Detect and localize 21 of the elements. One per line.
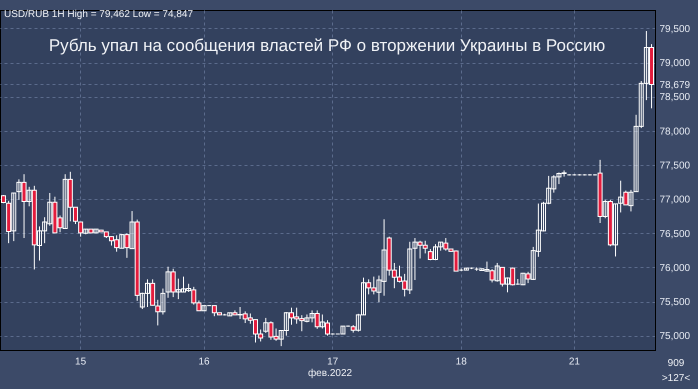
y-tick-label: 78,500 <box>660 92 691 104</box>
x-tick-label: 15 <box>75 356 87 368</box>
y-tick-label: 76,000 <box>660 262 691 274</box>
text: 909 <box>668 358 685 369</box>
chart-subtitle: USD/RUB 1H High = 79,462 Low = 74,847 <box>4 9 194 20</box>
x-tick-label: 18 <box>456 356 468 368</box>
y-tick-label: 78,679 <box>660 80 691 91</box>
x-tick-label: 16 <box>198 356 210 368</box>
y-tick-label: 79,000 <box>660 58 691 70</box>
y-tick-label: 78,000 <box>660 126 691 138</box>
y-tick-label: 75,000 <box>660 331 691 342</box>
y-tick-label: 76,500 <box>660 228 691 240</box>
text: Рубль упал на сообщения властей РФ о вторжении Украины в Россию <box>48 36 606 55</box>
x-tick-label: 17 <box>327 356 339 368</box>
y-tick-label: 77,000 <box>660 194 691 206</box>
x-tick-label: 21 <box>568 356 580 368</box>
y-tick-label: 75,500 <box>660 297 691 308</box>
y-tick-label: 79,500 <box>660 24 691 35</box>
y-tick-label: 77,500 <box>660 160 691 172</box>
text: >127< <box>662 373 690 384</box>
text: фев.2022 <box>308 368 352 379</box>
